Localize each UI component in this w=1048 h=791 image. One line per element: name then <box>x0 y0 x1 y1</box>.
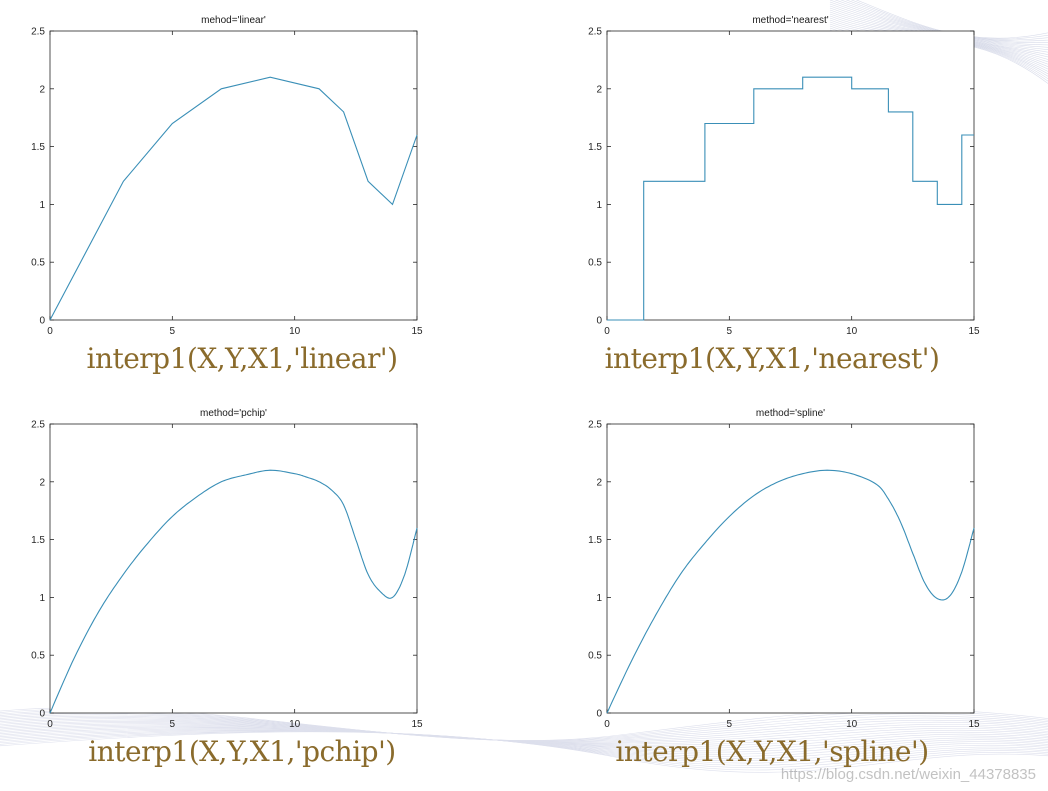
y-tick-label: 2 <box>596 477 602 488</box>
x-tick-label: 0 <box>604 719 610 730</box>
wave-line <box>0 727 1048 757</box>
wave-line <box>0 729 1048 764</box>
y-tick-label: 1.5 <box>31 142 45 153</box>
x-tick-label: 5 <box>170 719 176 730</box>
wave-line <box>0 714 1048 742</box>
y-tick-label: 2 <box>39 477 45 488</box>
plot-spline: method='spline' 0 5 10 15 0 0.5 1 1.5 2 2.5 <box>588 408 980 730</box>
y-tick-label: 1 <box>596 593 602 604</box>
plot-linear: mehod='linear' 0 5 10 15 0 0.5 1 1.5 2 2.5 <box>31 15 423 337</box>
wave-line <box>0 731 1048 773</box>
wave-line <box>0 731 1048 771</box>
caption-spline: interp1(X,Y,X1,'spline') <box>615 735 929 768</box>
wave-line <box>0 720 1048 746</box>
wave-line <box>0 726 1048 755</box>
wave-line <box>0 712 1048 742</box>
x-tick-label: 10 <box>289 719 301 730</box>
axes-box <box>606 30 975 321</box>
plot-pchip: method='pchip' 0 5 10 15 0 0.5 1 1.5 2 2.5 <box>31 408 423 730</box>
y-tick-label: 2.5 <box>588 420 602 431</box>
plot-title: mehod='linear' <box>201 15 266 26</box>
y-tick-label: 0.5 <box>31 651 45 662</box>
caption-pchip: interp1(X,Y,X1,'pchip') <box>88 735 396 768</box>
wave-line <box>0 722 1048 748</box>
x-tick-label: 15 <box>968 326 980 337</box>
x-tick-label: 10 <box>289 326 301 337</box>
x-tick-label: 0 <box>47 719 53 730</box>
axes-box <box>606 423 975 714</box>
y-tick-label: 1 <box>39 593 45 604</box>
x-tick-label: 5 <box>170 326 176 337</box>
wave-line <box>845 0 1048 41</box>
y-tick-label: 1 <box>39 200 45 211</box>
x-tick-label: 5 <box>727 719 733 730</box>
y-tick-label: 0 <box>39 316 45 327</box>
y-tick-label: 0 <box>596 709 602 720</box>
wave-line <box>0 719 1048 745</box>
y-tick-label: 1 <box>596 200 602 211</box>
series-line <box>49 76 418 321</box>
y-tick-label: 0 <box>39 709 45 720</box>
y-tick-label: 1.5 <box>31 535 45 546</box>
y-tick-label: 2 <box>39 84 45 95</box>
axes-box <box>49 30 418 321</box>
wave-line <box>0 710 1048 742</box>
wave-line <box>855 0 1048 39</box>
wave-line <box>0 718 1048 744</box>
y-tick-label: 0.5 <box>588 651 602 662</box>
series-line <box>606 469 975 714</box>
x-tick-label: 15 <box>411 719 423 730</box>
x-tick-label: 0 <box>604 326 610 337</box>
watermark-url: https://blog.csdn.net/weixin_44378835 <box>780 766 1036 783</box>
y-tick-label: 0.5 <box>31 258 45 269</box>
x-tick-label: 0 <box>47 326 53 337</box>
caption-linear: interp1(X,Y,X1,'linear') <box>86 342 398 375</box>
wave-line <box>0 730 1048 766</box>
x-tick-label: 10 <box>846 326 858 337</box>
axes-box <box>49 423 418 714</box>
x-tick-label: 10 <box>846 719 858 730</box>
series-line <box>49 469 418 714</box>
wave-line <box>0 725 1048 753</box>
y-tick-label: 1.5 <box>588 535 602 546</box>
y-tick-label: 0.5 <box>588 258 602 269</box>
y-tick-label: 2.5 <box>31 420 45 431</box>
y-tick-label: 2.5 <box>31 27 45 38</box>
x-tick-label: 15 <box>411 326 423 337</box>
wave-line <box>0 724 1048 751</box>
wave-line <box>0 717 1048 743</box>
wave-line <box>0 711 1048 742</box>
panel-linear: mehod='linear' 0 5 10 15 0 0.5 1 1.5 2 2.5 interp1… <box>0 0 524 395</box>
x-tick-label: 5 <box>727 326 733 337</box>
wave-line <box>850 0 1048 40</box>
y-tick-label: 1.5 <box>588 142 602 153</box>
y-tick-label: 2 <box>596 84 602 95</box>
y-tick-label: 0 <box>596 316 602 327</box>
plot-title: method='nearest' <box>752 15 828 26</box>
wave-line <box>0 729 1048 762</box>
plot-nearest: method='nearest' 0 5 10 15 0 0.5 1 1.5 2 2.5 <box>588 15 980 337</box>
caption-nearest: interp1(X,Y,X1,'nearest') <box>604 342 940 375</box>
wave-line <box>0 723 1048 749</box>
plot-title: method='pchip' <box>200 408 267 419</box>
panel-nearest: method='nearest' 0 5 10 15 0 0.5 1 1.5 2 2.5 inter… <box>557 0 1048 395</box>
wave-line <box>0 730 1048 768</box>
wave-line <box>0 715 1048 743</box>
panel-pchip: method='pchip' 0 5 10 15 0 0.5 1 1.5 2 2.5 interp1… <box>0 393 524 788</box>
wave-line <box>0 728 1048 759</box>
y-tick-label: 2.5 <box>588 27 602 38</box>
plot-title: method='spline' <box>756 408 825 419</box>
series-line <box>607 76 974 321</box>
x-tick-label: 15 <box>968 719 980 730</box>
panel-spline: method='spline' 0 5 10 15 0 0.5 1 1.5 2 2.5 interp… <box>557 393 1048 788</box>
